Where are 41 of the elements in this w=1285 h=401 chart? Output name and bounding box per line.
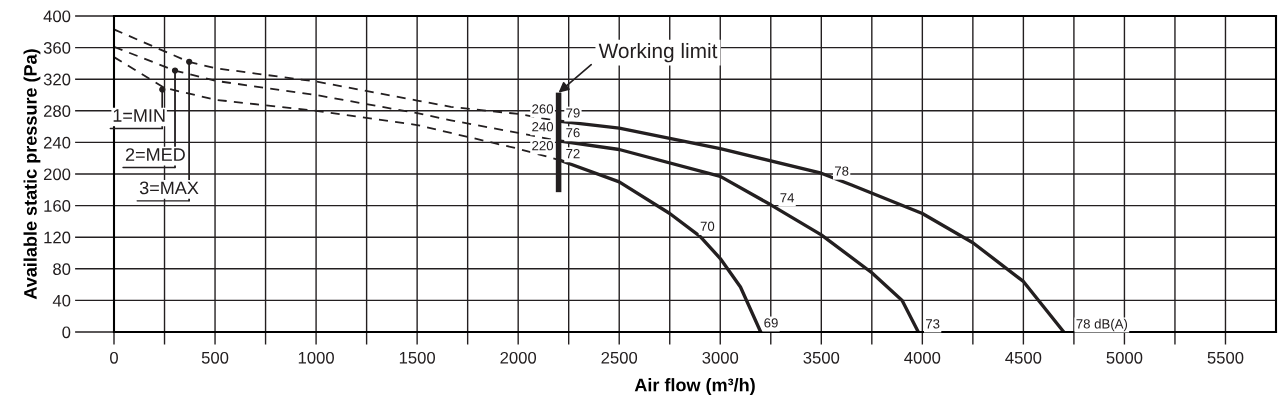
y-tick-label: 400 (43, 10, 71, 23)
annotation: 3=MAX (139, 181, 199, 195)
annotation: 260 (532, 104, 554, 114)
y-tick-label: 200 (43, 168, 71, 181)
annotation: 69 (764, 318, 778, 328)
x-tick-label: 1000 (298, 351, 334, 364)
y-tick-label: 320 (43, 73, 71, 86)
y-tick-label: 160 (44, 200, 71, 212)
x-tick-label: 3500 (803, 351, 840, 364)
annotation: 74 (780, 193, 795, 203)
annotation: 78 (834, 166, 849, 176)
annotation: 1=MIN (113, 109, 165, 122)
y-tick-label: 240 (43, 136, 71, 149)
x-tick-label: 500 (201, 351, 229, 364)
y-tick-label: 280 (43, 105, 71, 117)
annotation: 76 (566, 128, 580, 138)
annotation: 73 (925, 319, 940, 329)
annotation: 2=MED (125, 148, 185, 161)
x-tick-label: 0 (110, 351, 118, 364)
x-tick-label: 3000 (702, 351, 739, 364)
x-tick-label: 5500 (1207, 351, 1244, 364)
x-tick-label: 4000 (904, 351, 941, 364)
annotation: 240 (532, 122, 554, 132)
x-tick-label: 1500 (399, 351, 436, 364)
annotation: 78 dB(A) (1076, 318, 1128, 332)
y-tick-label: 40 (52, 294, 71, 307)
annotation: 72 (566, 148, 580, 159)
annotation: 70 (700, 221, 715, 231)
x-axis-title: Air flow (m³/h) (634, 378, 755, 395)
x-tick-label: 4500 (1005, 351, 1042, 364)
x-tick-label: 2000 (500, 351, 537, 364)
y-tick-label: 120 (44, 231, 71, 244)
y-axis-title: Available static pressure (Pa) (23, 49, 41, 300)
y-tick-label: 0 (62, 326, 71, 339)
x-tick-label: 2500 (601, 351, 638, 364)
annotation: 79 (566, 108, 580, 118)
y-tick-label: 360 (43, 42, 71, 54)
x-tick-label: 5000 (1106, 351, 1143, 364)
annotation: 220 (532, 140, 554, 151)
annotation: Working limit (598, 42, 718, 63)
y-tick-label: 80 (53, 263, 71, 275)
